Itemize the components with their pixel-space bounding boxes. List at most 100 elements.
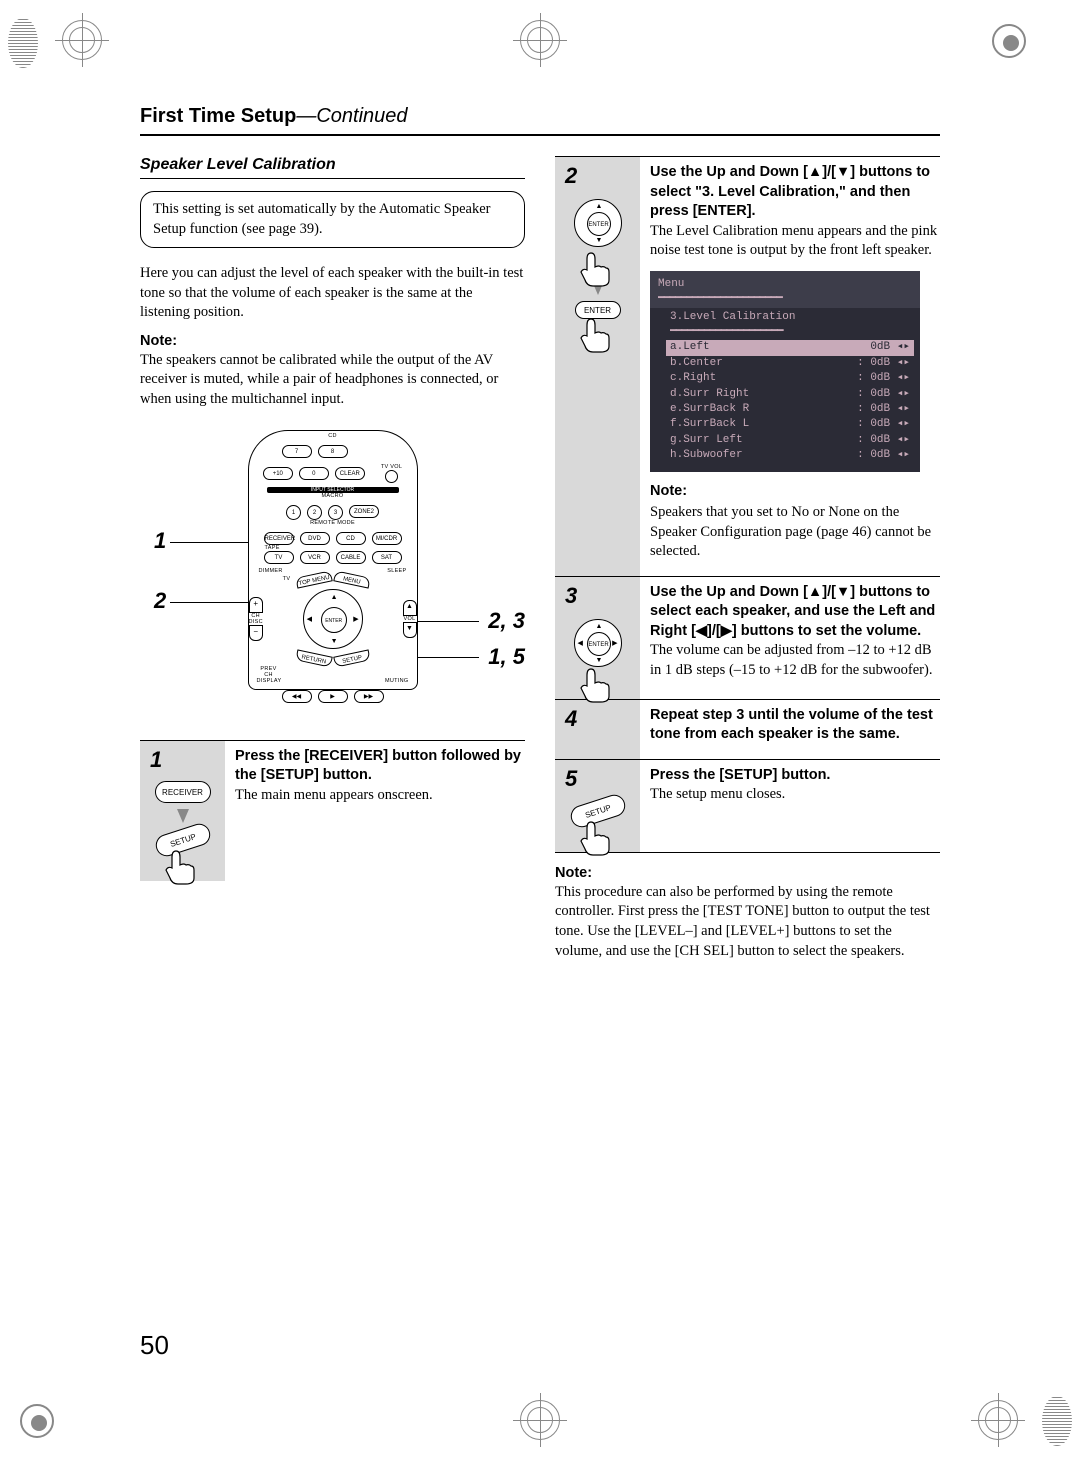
osd-row-b-val: 0dB [870, 357, 890, 369]
hand-icon-4 [573, 663, 603, 693]
step-5-bold: Press the [SETUP] button. [650, 766, 940, 786]
osd-row-b: b.Center: 0dB ◂▸ [670, 356, 910, 371]
step-1-num: 1 [150, 747, 162, 773]
osd-menu-label: Menu [658, 277, 912, 292]
remote-receiver-btn: RECEIVER [264, 532, 294, 545]
remote-micdr-btn: MI/CDR [372, 532, 402, 545]
remote-macro-1: 1 [286, 505, 301, 520]
remote-ch-plus: + [249, 597, 263, 613]
remote-dimmer-label: DIMMER [259, 568, 283, 574]
step-5-text: The setup menu closes. [650, 785, 940, 805]
step-2-row: 2 ENTER ▲ ▼ ENTER Use t [555, 156, 940, 576]
osd-hr-2: ━━━━━━━━━━━━━━━━━━━━ [670, 325, 910, 340]
remote-tvvol-label: TV VOL [381, 464, 402, 470]
remote-macro-2: 2 [307, 505, 322, 520]
remote-macro-label: MACRO [249, 493, 417, 499]
remote-cable-btn: CABLE [336, 551, 366, 564]
step-2-num: 2 [565, 163, 577, 189]
mini-left-icon-3: ◀ [578, 639, 583, 647]
step-4-bold: Repeat step 3 until the volume of the te… [650, 706, 940, 745]
enter-label: ENTER [587, 212, 611, 236]
remote-display-label: DISPLAY [257, 678, 282, 684]
remote-vol-label: VOL [404, 616, 416, 622]
remote-vol-up: ▲ [403, 600, 417, 616]
arrow-down-icon [177, 809, 189, 823]
step-2-note-label: Note: [650, 482, 940, 502]
osd-row-e-label: e.SurrBack R [670, 402, 749, 417]
footnote-label: Note: [555, 865, 940, 881]
remote-muting-label: MUTING [385, 678, 409, 684]
osd-row-a-val: 0dB [870, 341, 890, 353]
remote-btn-plus10: +10 [263, 467, 293, 480]
osd-row-h-label: h.Subwoofer [670, 448, 743, 463]
mini-right-icon-3: ▶ [612, 639, 617, 647]
remote-btn-7: 7 [282, 445, 312, 458]
osd-row-d: d.Surr Right: 0dB ◂▸ [670, 387, 910, 402]
remote-dvd-btn: DVD [300, 532, 330, 545]
osd-row-c: c.Right: 0dB ◂▸ [670, 371, 910, 386]
hand-icon [158, 845, 188, 875]
callout-2-line [170, 602, 250, 603]
osd-row-g-label: g.Surr Left [670, 433, 743, 448]
crop-circle-tr [992, 24, 1026, 58]
osd-inner: 3.Level Calibration ━━━━━━━━━━━━━━━━━━━━… [650, 308, 920, 472]
osd-row-d-val: 0dB [870, 388, 890, 400]
crop-target-tc [520, 20, 560, 60]
step-4-body: Repeat step 3 until the volume of the te… [640, 699, 940, 759]
intro-text: Here you can adjust the level of each sp… [140, 264, 525, 323]
left-column: Speaker Level Calibration This setting i… [140, 156, 525, 971]
step-4-icons: 4 [555, 699, 640, 759]
step-1-text: The main menu appears onscreen. [235, 786, 525, 806]
osd-row-g: g.Surr Left: 0dB ◂▸ [670, 433, 910, 448]
callout-2: 2 [154, 588, 166, 614]
step-3-bold: Use the Up and Down [▲]/[▼] buttons to s… [650, 583, 940, 642]
osd-row-e-val: 0dB [870, 403, 890, 415]
remote-zone2: ZONE2 [349, 505, 379, 518]
step-3-text: The volume can be adjusted from –12 to +… [650, 641, 940, 680]
remote-body: CD 7 8 +10 0 CLEAR TV VOL [248, 430, 418, 690]
step-3-body: Use the Up and Down [▲]/[▼] buttons to s… [640, 576, 940, 699]
remote-disc-label: DISC [249, 619, 263, 625]
footnote-text: This procedure can also be performed by … [555, 883, 940, 961]
auto-setup-note-box: This setting is set automatically by the… [140, 191, 525, 248]
osd-row-a: a.Left0dB ◂▸ [666, 340, 914, 355]
step-2-icons: 2 ENTER ▲ ▼ ENTER [555, 156, 640, 576]
note1-text: The speakers cannot be calibrated while … [140, 351, 525, 410]
step-5-num: 5 [565, 766, 577, 792]
osd-row-c-val: 0dB [870, 372, 890, 384]
dpad-up-icon: ▲ [331, 593, 338, 601]
step-5-body: Press the [SETUP] button. The setup menu… [640, 759, 940, 852]
osd-row-f-label: f.SurrBack L [670, 417, 749, 432]
step-1-bold: Press the [RECEIVER] button followed by … [235, 747, 525, 786]
remote-tvvol-down [385, 470, 398, 483]
enter-dpad-icon-3: ENTER ▲ ▼ ◀ ▶ [574, 619, 622, 667]
remote-tv-label: TV [280, 576, 294, 582]
remote-sleep-label: SLEEP [387, 568, 406, 574]
step-4-row: 4 Repeat step 3 until the volume of the … [555, 699, 940, 759]
dpad-down-icon: ▼ [331, 637, 338, 645]
section-title: Speaker Level Calibration [140, 156, 525, 179]
hand-icon-3 [573, 313, 603, 343]
header-continued: —Continued [296, 105, 407, 127]
step-2-bold: Use the Up and Down [▲]/[▼] buttons to s… [650, 163, 940, 222]
remote-btn-8: 8 [318, 445, 348, 458]
remote-enter-btn: ENTER [321, 607, 347, 633]
osd-title: 3.Level Calibration [670, 310, 910, 325]
crop-target-br [978, 1400, 1018, 1440]
osd-screen: Menu ━━━━━━━━━━━━━━━━━━━━━━ 3.Level Cali… [650, 271, 920, 472]
osd-row-e: e.SurrBack R: 0dB ◂▸ [670, 402, 910, 417]
mini-up-icon: ▲ [596, 202, 603, 210]
osd-row-g-val: 0dB [870, 434, 890, 446]
remote-diagram: 1 2 2, 3 1, 5 CD 7 8 +10 0 [140, 430, 525, 710]
osd-row-b-label: b.Center [670, 356, 723, 371]
remote-transport-1: ◀◀ [282, 690, 312, 703]
page-content: First Time Setup—Continued Speaker Level… [140, 105, 940, 971]
mini-down-icon: ▼ [596, 236, 603, 244]
page-header: First Time Setup—Continued [140, 105, 940, 136]
step-5-row: 5 SETUP Press the [SETUP] button. The se… [555, 759, 940, 853]
remote-transport-2: ▶ [318, 690, 348, 703]
dpad-right-icon: ▶ [353, 615, 358, 623]
remote-sat-btn: SAT [372, 551, 402, 564]
osd-row-h: h.Subwoofer: 0dB ◂▸ [670, 448, 910, 463]
osd-hr: ━━━━━━━━━━━━━━━━━━━━━━ [658, 292, 912, 307]
